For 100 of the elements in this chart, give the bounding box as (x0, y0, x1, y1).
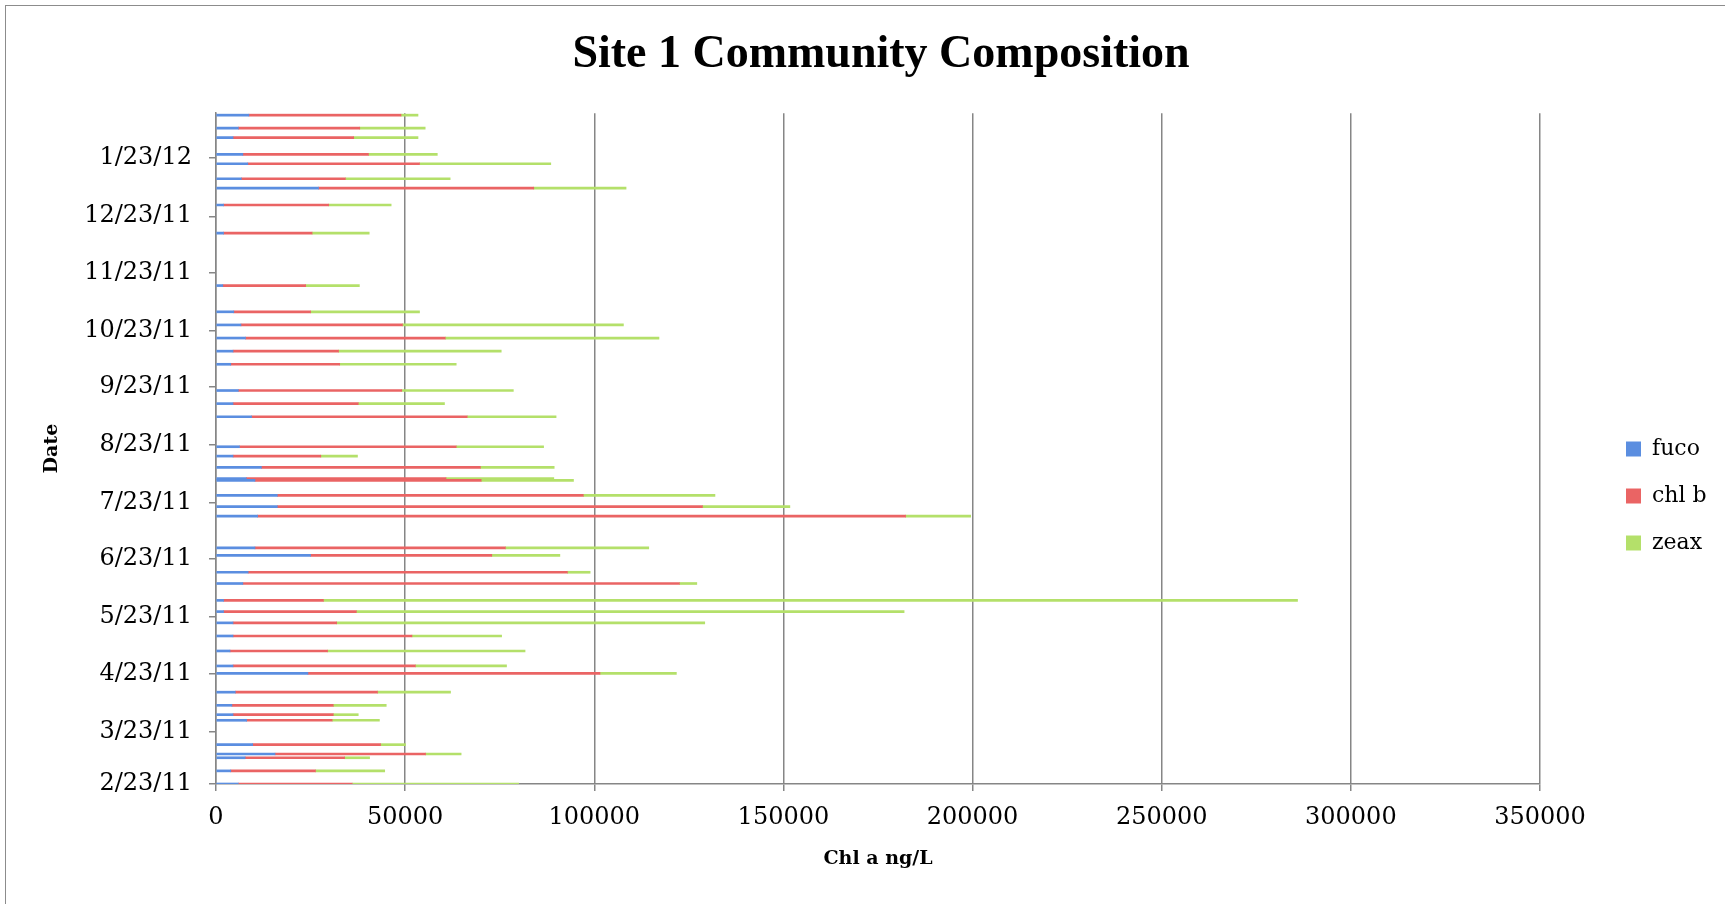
bar (216, 703, 233, 707)
bar (231, 703, 334, 707)
bar (216, 690, 236, 694)
bar (232, 713, 334, 716)
bar (310, 554, 493, 557)
legend-label: fuco (1652, 434, 1700, 460)
bar (216, 126, 239, 130)
bar (216, 284, 224, 287)
bar (251, 415, 468, 419)
bar (216, 610, 224, 613)
bar (567, 570, 591, 574)
chart-title: Site 1 Community Composition (572, 26, 1190, 78)
bar (241, 177, 346, 181)
bar (216, 310, 235, 314)
bar (216, 494, 278, 497)
x-tick-label: 50000 (366, 801, 444, 830)
y-tick-label: 2/23/11 (99, 768, 192, 797)
bar (261, 466, 481, 469)
bar (323, 599, 1298, 602)
bar (344, 756, 370, 760)
bar (216, 570, 249, 574)
bar (332, 703, 387, 707)
bar (216, 718, 247, 722)
bar (377, 690, 451, 694)
bar (232, 402, 359, 405)
bar (276, 494, 584, 497)
bar (216, 599, 224, 602)
y-tick-label: 3/23/11 (99, 715, 192, 744)
bar (339, 362, 457, 366)
bar (233, 310, 311, 314)
bar (216, 162, 249, 166)
bar (216, 445, 240, 449)
bar (455, 445, 544, 449)
bar (216, 136, 234, 139)
bar (331, 718, 380, 722)
bar (216, 153, 244, 156)
x-tick-label: 350000 (1494, 801, 1586, 830)
x-tick-label: 100000 (548, 801, 641, 830)
y-tick-label: 8/23/11 (99, 429, 192, 458)
bar (223, 610, 357, 613)
bar (252, 743, 381, 746)
x-tick-label: 0 (208, 801, 224, 830)
x-tick-label: 250000 (1115, 801, 1208, 830)
bar (310, 310, 420, 314)
bar (216, 389, 239, 392)
bar (702, 505, 791, 509)
legend-label: chl b (1652, 481, 1707, 507)
bar (234, 690, 378, 694)
bar (332, 713, 359, 716)
bar (216, 415, 252, 419)
bar (216, 505, 278, 509)
bar (345, 177, 451, 181)
bar (246, 718, 333, 722)
x-tick-label: 200000 (926, 801, 1019, 830)
x-tick-label: 300000 (1305, 801, 1397, 830)
bar (368, 153, 438, 156)
y-tick-label: 1/23/12 (99, 142, 192, 171)
y-tick-label: 9/23/11 (99, 371, 192, 399)
bar (239, 445, 457, 449)
legend-label: zeax (1652, 528, 1703, 554)
bar (582, 494, 716, 497)
bar (216, 743, 254, 746)
bar (401, 389, 514, 392)
bar (216, 466, 262, 469)
x-axis-title: Chl a ng/L (823, 845, 933, 868)
bar (216, 177, 242, 181)
y-tick-label: 11/23/11 (84, 256, 192, 285)
bar (216, 554, 311, 557)
y-tick-label: 4/23/11 (99, 657, 192, 686)
bar (307, 672, 601, 675)
bar (216, 672, 309, 675)
bar (242, 582, 680, 585)
bar (276, 505, 703, 509)
bar (242, 153, 369, 156)
bar (222, 284, 306, 287)
bar (380, 743, 406, 746)
bar (237, 126, 361, 130)
bar (237, 389, 403, 392)
bar (359, 126, 426, 130)
bar (216, 582, 244, 585)
bar (491, 554, 561, 557)
bar (357, 402, 445, 405)
bar (216, 402, 234, 405)
y-tick-label: 10/23/11 (84, 314, 192, 343)
x-tick-label: 150000 (737, 801, 830, 830)
bar (230, 362, 341, 366)
y-tick-label: 6/23/11 (99, 543, 192, 572)
bar (223, 599, 324, 602)
bar (305, 284, 360, 287)
y-tick-label: 5/23/11 (99, 601, 192, 630)
bar (679, 582, 698, 585)
bar (466, 415, 557, 419)
bar (599, 672, 677, 675)
bar (480, 466, 555, 469)
y-tick-label: 7/23/11 (99, 487, 192, 516)
bar (216, 713, 234, 716)
y-tick-label: 12/23/11 (84, 200, 192, 229)
y-axis-title: Date (39, 423, 62, 474)
bar (353, 136, 419, 139)
bar (247, 570, 568, 574)
